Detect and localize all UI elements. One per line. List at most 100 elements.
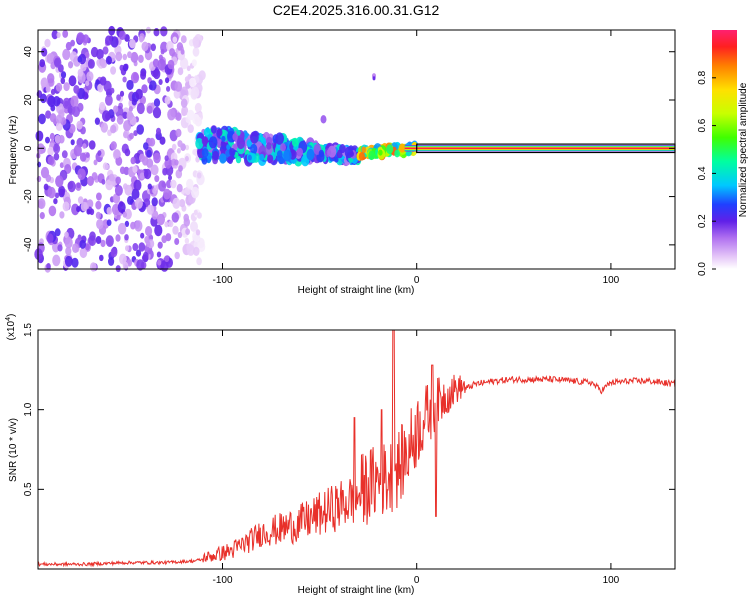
spectrogram-cell [85, 152, 90, 159]
snr-y-axis-label: SNR (10 * v/v) [8, 418, 19, 482]
spectrogram-cell [122, 211, 128, 218]
spectrogram-cell [150, 43, 156, 52]
spectrogram-cell [71, 257, 79, 268]
spectrogram-cell [126, 79, 134, 91]
spectrogram-cell [95, 236, 102, 244]
spectrogram-cell [132, 165, 138, 173]
spectrogram-cell [156, 127, 161, 135]
spectrogram-cell [138, 54, 144, 64]
spectrogram-cell [97, 150, 102, 157]
spectrogram-cell [45, 136, 50, 144]
colorbar-ticks: 0.0 0.2 0.4 0.6 0.8 [697, 70, 716, 276]
spectrogram-cell [184, 76, 190, 83]
spectrogram-cell [76, 32, 85, 44]
spectrogram-cell [79, 247, 88, 259]
spectrogram-cell [141, 84, 148, 94]
spectrogram-frame [37, 29, 676, 270]
spectrogram-cell [170, 179, 177, 189]
spectrogram-marks [34, 25, 676, 273]
spectrogram-cell [216, 128, 223, 137]
spectrogram-cell [119, 166, 126, 175]
spectrogram-cell [73, 144, 82, 157]
spectrogram-cell [160, 26, 168, 37]
spectrogram-cell [247, 154, 252, 161]
colorbar-tick-label: 0.4 [697, 166, 708, 180]
spectrogram-cell [58, 185, 66, 196]
spectrogram-cell [192, 149, 197, 156]
spectrogram-cell [210, 125, 217, 134]
spectrogram-cell [174, 159, 179, 166]
spectrogram-cell [122, 63, 129, 72]
spectrogram-cell [171, 212, 179, 223]
spectrogram-cell [45, 85, 51, 93]
spectrogram-cell [196, 172, 202, 179]
spectrogram-cell [176, 148, 181, 154]
y-tick-label: -40 [23, 237, 34, 252]
spectrogram-cell [116, 115, 124, 125]
spectrogram-cell [52, 241, 60, 253]
spectrogram-cell [40, 93, 47, 104]
spectrogram-cell [250, 131, 259, 144]
spectrogram-cell [101, 178, 106, 185]
spectrogram-cell [114, 185, 123, 196]
spectrogram-cell [183, 217, 190, 227]
spectrogram-cell [135, 249, 142, 257]
y-tick-label: 20 [23, 94, 34, 106]
spectrogram-cell [80, 201, 88, 212]
spectrogram-cell [176, 42, 183, 51]
x-tick-label: 100 [603, 575, 620, 586]
spectrogram-cell [79, 152, 87, 162]
spectrogram-cell [110, 124, 117, 134]
y-tick-label: 0 [23, 145, 34, 151]
spectrogram-cell [100, 59, 108, 69]
spectrogram-cell [115, 51, 123, 62]
spectrogram-cell [152, 187, 157, 194]
spectrogram-cell [86, 208, 91, 215]
spectrogram-cell [129, 132, 134, 140]
spectrogram-y-axis-label: Frequency (Hz) [8, 116, 19, 185]
spectrogram-cell [115, 176, 121, 185]
spectrogram-cell [318, 149, 325, 158]
spectrogram-cell [54, 192, 60, 199]
colorbar-tick-label: 0.6 [697, 118, 708, 132]
spectrogram-cell [250, 143, 258, 155]
spectrogram-cell [108, 173, 115, 182]
spectrogram-cell [201, 156, 208, 165]
spectrogram-cell [161, 235, 167, 244]
spectrogram-cell [146, 149, 152, 158]
spectrogram-cell [77, 68, 84, 77]
spectrogram-cell [226, 144, 231, 151]
spectrogram-cell [185, 144, 190, 151]
spectrogram-cell [195, 156, 200, 163]
spectrogram-cell [64, 231, 69, 238]
spectrogram-cell [76, 206, 81, 213]
spectrogram-cell [61, 150, 68, 159]
spectrogram-cell [195, 138, 204, 150]
x-tick-label: 100 [603, 275, 620, 286]
spectrogram-cell [168, 220, 174, 228]
spectrogram-cell [87, 59, 95, 69]
spectrogram-cell [102, 46, 109, 55]
spectrogram-cell [51, 29, 59, 40]
spectrogram-cell [36, 143, 45, 155]
spectrogram-cell [176, 183, 183, 193]
spectrogram-cell [163, 188, 171, 200]
spectrogram-cell [372, 76, 376, 81]
spectrogram-cell [136, 102, 145, 115]
spectrogram-cell [139, 172, 145, 180]
spectrogram-cell [326, 149, 331, 156]
spectrogram-cell [110, 247, 118, 258]
spectrogram-cell [368, 150, 376, 160]
spectrogram-cell [131, 188, 140, 200]
spectrogram-cell [128, 106, 133, 112]
spectrogram-cell [122, 76, 127, 83]
spectrogram-cell [54, 134, 61, 144]
spectrogram-cell [62, 201, 70, 212]
spectrogram-cell [232, 133, 238, 141]
spectrogram-cell [64, 237, 73, 249]
spectrogram-cell [179, 57, 189, 70]
spectrogram-cell [153, 152, 161, 164]
spectrogram-cell [172, 36, 178, 43]
spectrogram-cell [105, 94, 113, 106]
spectrogram-cell [147, 183, 152, 190]
